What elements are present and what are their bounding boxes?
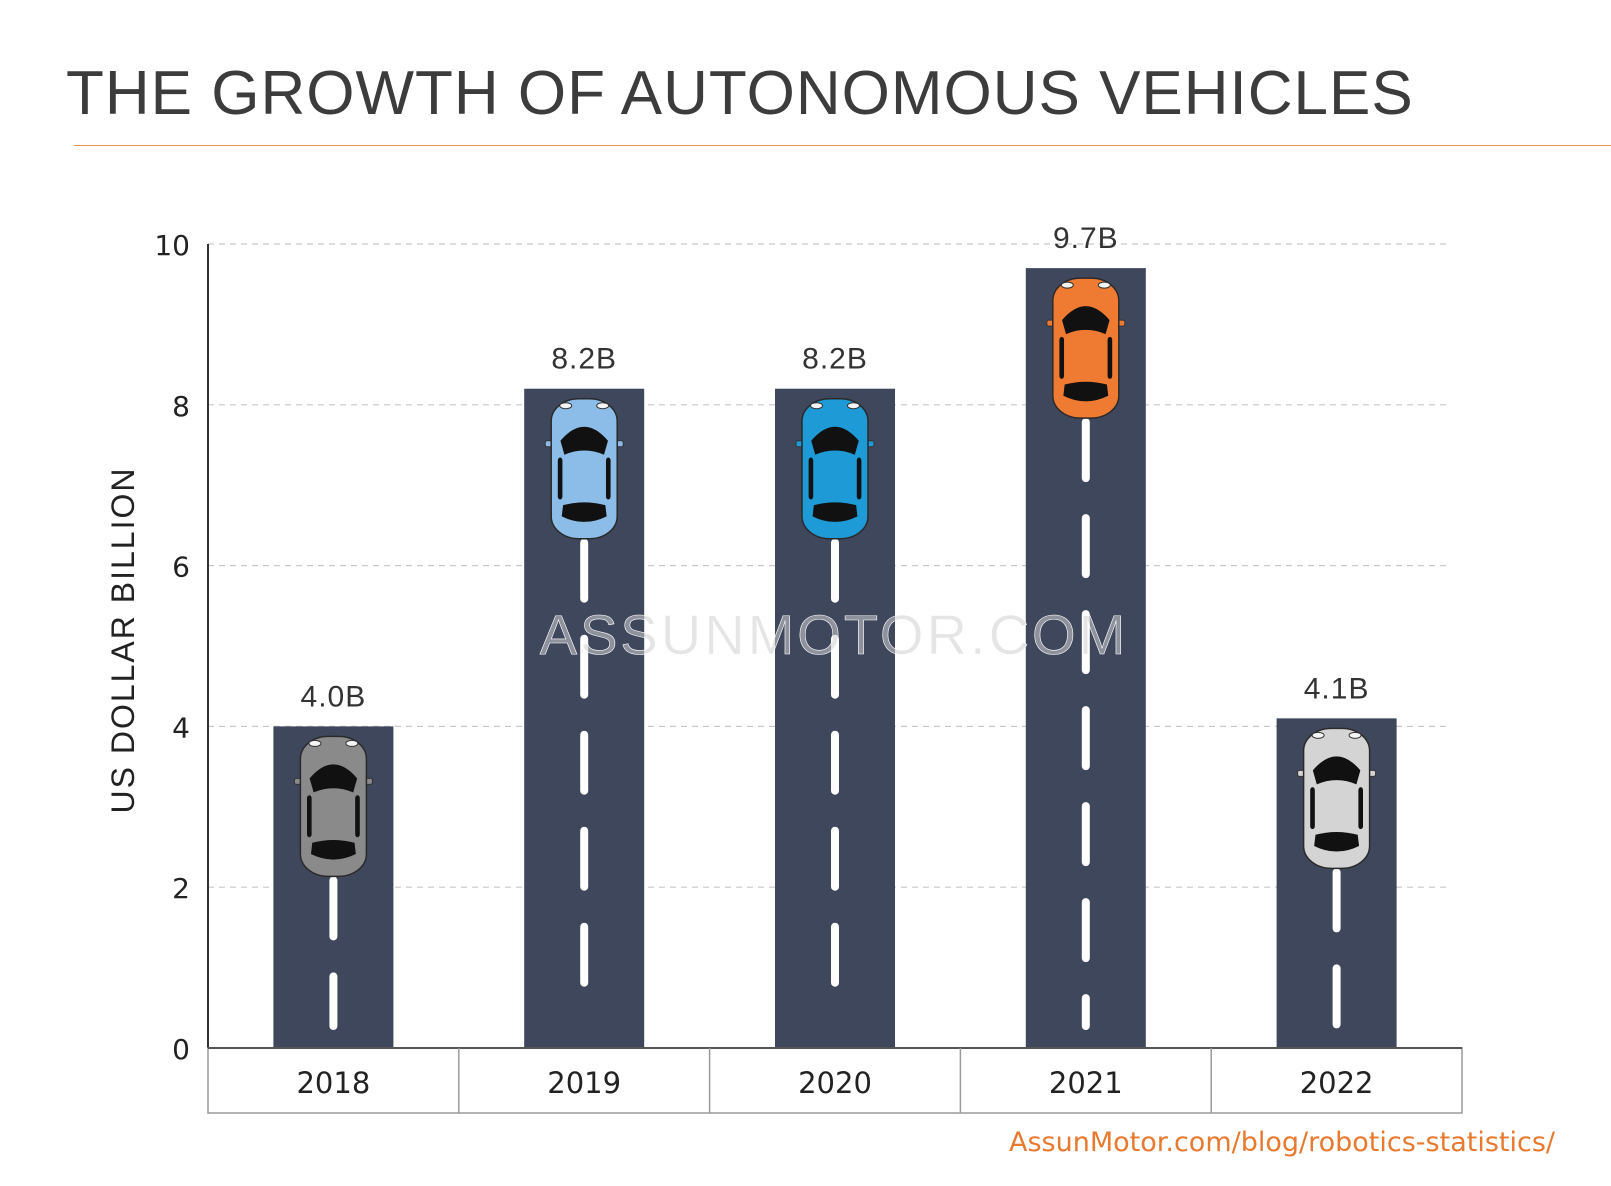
y-tick-label: 2: [172, 872, 190, 905]
x-tick-label: 2018: [296, 1066, 370, 1100]
y-tick-label: 8: [172, 390, 190, 423]
chart-title: THE GROWTH OF AUTONOMOUS VEHICLES: [66, 59, 1414, 128]
x-tick-label: 2022: [1300, 1066, 1374, 1100]
x-tick-label: 2020: [798, 1066, 872, 1100]
car-icon: [293, 735, 373, 878]
bar-value-label: 9.7B: [1053, 222, 1119, 255]
y-tick-label: 6: [172, 551, 190, 584]
title-divider: [74, 145, 1611, 146]
y-tick-label: 10: [154, 229, 190, 262]
source-link[interactable]: AssunMotor.com/blog/robotics-statistics/: [1009, 1127, 1555, 1158]
bar-group: [524, 388, 645, 1049]
bar-value-label: 8.2B: [802, 343, 868, 376]
y-axis-label: US DOLLAR BILLION: [105, 467, 141, 814]
axes: 0 2 4 6 8 10: [154, 229, 209, 1066]
car-icon: [795, 397, 875, 540]
category-table: 2018 2019 2020 2021 2022: [207, 1047, 1463, 1114]
car-icon: [1297, 727, 1377, 870]
watermark-text: ASSUNMOTOR.COM: [540, 603, 1129, 666]
x-tick-label: 2019: [547, 1066, 621, 1100]
bar-group: [1276, 718, 1397, 1048]
car-icon: [1046, 277, 1126, 419]
x-tick-label: 2021: [1049, 1066, 1123, 1100]
bar-group: [1025, 268, 1146, 1048]
bar-value-label: 8.2B: [551, 343, 617, 376]
car-icon: [544, 397, 624, 540]
data-labels: 4.0B 8.2B 8.2B 9.7B 4.1B: [301, 222, 1370, 713]
bar-group: [775, 388, 895, 1049]
y-tick-label: 4: [172, 711, 190, 744]
y-tick-label: 0: [172, 1033, 190, 1066]
bars: [273, 268, 1397, 1049]
bar-group: [273, 726, 394, 1048]
bar-value-label: 4.0B: [301, 680, 367, 713]
bar-value-label: 4.1B: [1304, 672, 1370, 705]
